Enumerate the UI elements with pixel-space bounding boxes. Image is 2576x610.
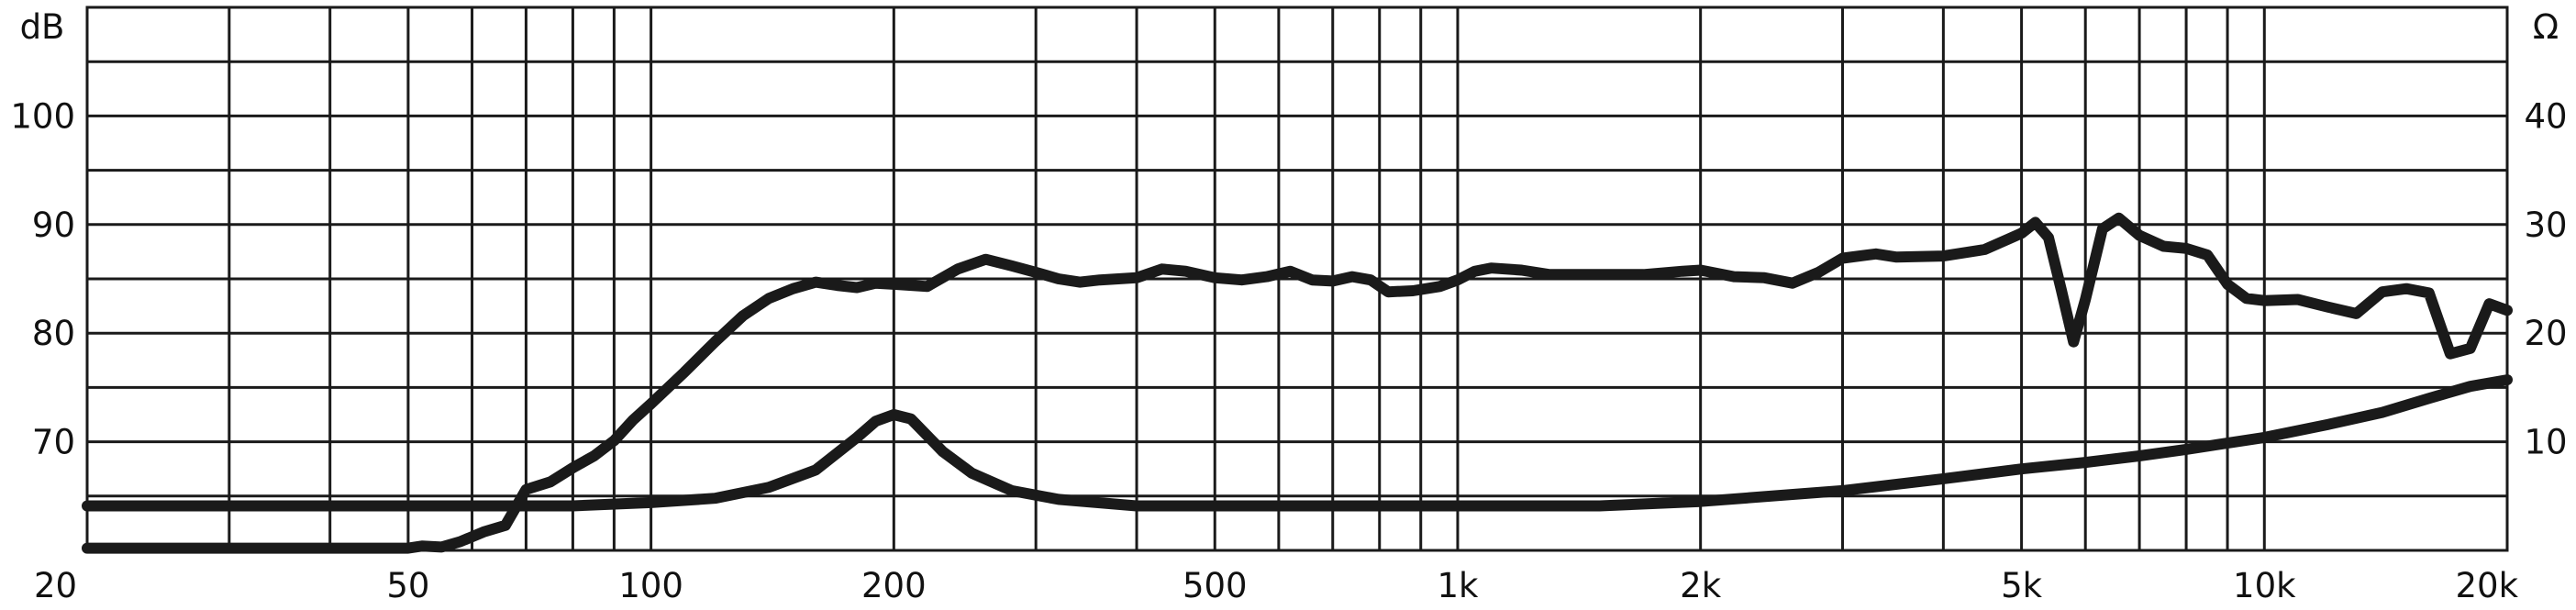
left-y-tick-label: 80 [32, 314, 75, 353]
series-line-1 [82, 212, 2513, 554]
x-tick-label: 200 [861, 566, 927, 605]
plot-frame [85, 6, 2509, 552]
x-tick-label: 20 [34, 566, 77, 605]
x-tick-label: 50 [386, 566, 429, 605]
x-tick-label: 10k [2233, 566, 2296, 605]
right-y-tick-label: 30 [2524, 205, 2567, 245]
right-y-tick-label: 10 [2524, 423, 2567, 462]
x-tick-label: 500 [1183, 566, 1248, 605]
x-tick-label: 20k [2455, 566, 2518, 605]
tick-labels: dB Ω 20 50 100 200 500 1k 2k 5k 10k 20k 100 90 80 70 4… [10, 7, 2567, 605]
x-tick-label: 5k [2001, 566, 2043, 605]
left-y-tick-label: 100 [10, 96, 75, 136]
right-y-tick-label: 20 [2524, 314, 2567, 353]
left-y-tick-label: 70 [32, 423, 75, 462]
x-tick-label: 1k [1437, 566, 1479, 605]
left-axis-unit: dB [20, 7, 65, 47]
right-axis-unit: Ω [2533, 7, 2559, 47]
series-group [82, 212, 2513, 554]
series-line-2 [82, 374, 2513, 512]
x-tick-label: 2k [1680, 566, 1722, 605]
right-y-tick-label: 40 [2524, 96, 2567, 136]
left-y-tick-label: 90 [32, 205, 75, 245]
x-tick-label: 100 [618, 566, 683, 605]
